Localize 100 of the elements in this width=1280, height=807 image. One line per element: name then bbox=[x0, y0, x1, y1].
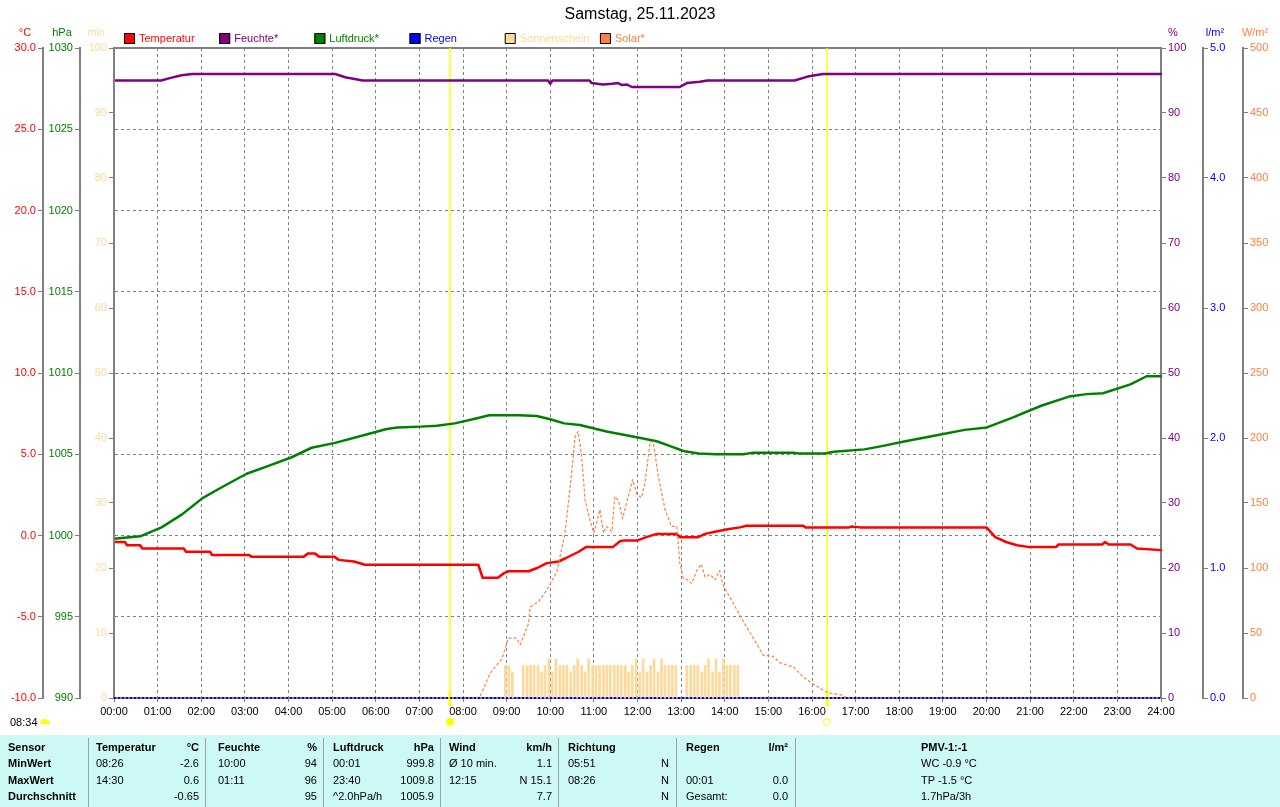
y-tick-label: 15.0 bbox=[14, 284, 36, 297]
y2-tick-label: 0.0 bbox=[1210, 691, 1226, 704]
y3-tick-label: 200 bbox=[1250, 431, 1269, 444]
bar bbox=[707, 658, 710, 698]
x-tick-label: 01:00 bbox=[143, 704, 172, 717]
x-tick-label: 04:00 bbox=[274, 704, 303, 717]
x-tick-label: 07:00 bbox=[405, 704, 434, 717]
y-tick-label: 0 bbox=[100, 691, 107, 704]
bar bbox=[641, 658, 645, 698]
legend-label: Feuchte* bbox=[234, 31, 279, 44]
y-tick-label: 5.0 bbox=[20, 447, 36, 460]
bar bbox=[598, 665, 601, 698]
bar bbox=[692, 665, 696, 698]
y3-tick-label: 1015 bbox=[48, 284, 73, 297]
y-tick-label: 10.0 bbox=[14, 366, 36, 379]
x-tick-label: 22:00 bbox=[1059, 704, 1088, 717]
bar bbox=[733, 665, 736, 698]
y3-axis-title: W/m² bbox=[1241, 26, 1269, 39]
y2-tick-label: 1.0 bbox=[1210, 561, 1226, 574]
legend-label: Solar* bbox=[614, 31, 646, 44]
bar bbox=[671, 665, 674, 698]
y-tick-label: 0.0 bbox=[20, 528, 36, 541]
y2-tick-label: 70 bbox=[1168, 236, 1181, 249]
x-tick-label: 14:00 bbox=[710, 704, 739, 717]
y3-tick-label: 300 bbox=[1250, 301, 1269, 314]
y-tick-label: 10 bbox=[94, 626, 107, 639]
y2-tick-label: 90 bbox=[1168, 106, 1181, 119]
y3-tick-label: 1000 bbox=[48, 528, 73, 541]
bar bbox=[609, 665, 612, 698]
y3-tick-label: 1025 bbox=[48, 122, 73, 135]
x-tick-label: 02:00 bbox=[187, 704, 216, 717]
bar bbox=[620, 665, 623, 698]
bar bbox=[529, 665, 532, 698]
y2-tick-label: 2.0 bbox=[1210, 431, 1226, 444]
bar bbox=[587, 658, 590, 698]
y-tick-label: 80 bbox=[94, 171, 107, 184]
bar bbox=[562, 665, 565, 698]
line-series bbox=[475, 430, 848, 699]
y-tick-label: 40 bbox=[94, 431, 107, 444]
y2-axis-title: % bbox=[1168, 26, 1179, 39]
bar bbox=[722, 658, 725, 698]
y3-tick-label: 150 bbox=[1250, 496, 1269, 509]
y2-axis-title: l/m² bbox=[1205, 26, 1225, 39]
y-tick-label: 30.0 bbox=[14, 41, 36, 54]
y3-tick-label: 50 bbox=[1250, 626, 1263, 639]
bar bbox=[503, 665, 507, 698]
y-tick-label: 60 bbox=[94, 301, 107, 314]
y2-tick-label: 3.0 bbox=[1210, 301, 1226, 314]
x-tick-label: 10:00 bbox=[536, 704, 565, 717]
text: 08:34 bbox=[10, 716, 38, 729]
y3-tick-label: 350 bbox=[1250, 236, 1269, 249]
table-panel: Sensor Temperatur °C Feuchte % Luftdruck hPa Wind km/h Richtung Regen l/m² PMV-1:-1 MinWert 08:26 -2.6 10:00 94 00:01 999.8 Ø 10 min. 1.1 05:51 N WC -0.9 °C MaxWert 14:30 0.6 01:11 96 23:40 1009.8 12:15 N 15.1 08:26 N 00:01 0.0 TP -1.5 °C Durchschnitt -0.65 95 ^2.0hPa/h 1005.9 7.7 N Gesamt: 0.0 1.7hPa/3h bbox=[0, 735, 1280, 807]
y2-tick-label: 100 bbox=[1168, 41, 1187, 54]
y-tick-label: 20.0 bbox=[14, 203, 36, 216]
x-tick-label: 23:00 bbox=[1103, 704, 1132, 717]
x-tick-label: 13:00 bbox=[667, 704, 695, 717]
x-tick-label: 18:00 bbox=[885, 704, 914, 717]
bar bbox=[696, 665, 700, 698]
y3-tick-label: 995 bbox=[54, 609, 73, 622]
x-tick-label: 08:00 bbox=[449, 704, 477, 717]
legend-label: Regen bbox=[424, 31, 457, 44]
bar bbox=[689, 665, 693, 698]
x-tick-label: 03:00 bbox=[231, 704, 259, 717]
y2-tick-label: 4.0 bbox=[1210, 171, 1226, 184]
y-axis-title: °C bbox=[18, 26, 32, 39]
y-tick-label: 70 bbox=[94, 236, 107, 249]
y3-tick-label: 400 bbox=[1250, 171, 1269, 184]
y3-axis-title: hPa bbox=[52, 26, 73, 39]
x-tick-label: 17:00 bbox=[841, 704, 870, 717]
x-tick-label: 00:00 bbox=[100, 704, 128, 717]
chart-title: Samstag, 25.11.2023 bbox=[564, 5, 716, 23]
bar bbox=[660, 658, 663, 698]
y3-tick-label: 100 bbox=[1250, 561, 1269, 574]
y-tick-label: -5.0 bbox=[17, 609, 36, 622]
bar bbox=[623, 665, 627, 698]
y2-tick-label: 60 bbox=[1168, 301, 1181, 314]
y-axis-title: min bbox=[87, 26, 105, 39]
y-tick-label: 100 bbox=[88, 41, 107, 54]
y2-tick-label: 5.0 bbox=[1210, 41, 1226, 54]
y2-tick-label: 30 bbox=[1168, 496, 1181, 509]
y-tick-label: 30 bbox=[94, 496, 107, 509]
bar bbox=[507, 665, 511, 698]
y-tick-label: 90 bbox=[94, 106, 107, 119]
legend-label: Sonnenschein bbox=[519, 31, 590, 44]
y2-tick-label: 10 bbox=[1168, 626, 1181, 639]
y2-tick-label: 20 bbox=[1168, 561, 1181, 574]
y-tick-label: 50 bbox=[94, 366, 107, 379]
x-tick-label: 20:00 bbox=[972, 704, 1001, 717]
y3-tick-label: 1010 bbox=[48, 366, 73, 379]
y3-tick-label: 0 bbox=[1250, 691, 1257, 704]
y-tick-label: -10.0 bbox=[10, 691, 36, 704]
x-tick-label: 05:00 bbox=[318, 704, 346, 717]
bar bbox=[565, 665, 569, 698]
y-tick-label: 20 bbox=[94, 561, 107, 574]
x-tick-label: 24:00 bbox=[1147, 704, 1175, 717]
x-tick-label: 11:00 bbox=[580, 704, 608, 717]
y3-tick-label: 1020 bbox=[48, 203, 73, 216]
bar bbox=[602, 665, 605, 698]
legend-label: Luftdruck* bbox=[329, 31, 380, 44]
x-tick-label: 06:00 bbox=[361, 704, 390, 717]
